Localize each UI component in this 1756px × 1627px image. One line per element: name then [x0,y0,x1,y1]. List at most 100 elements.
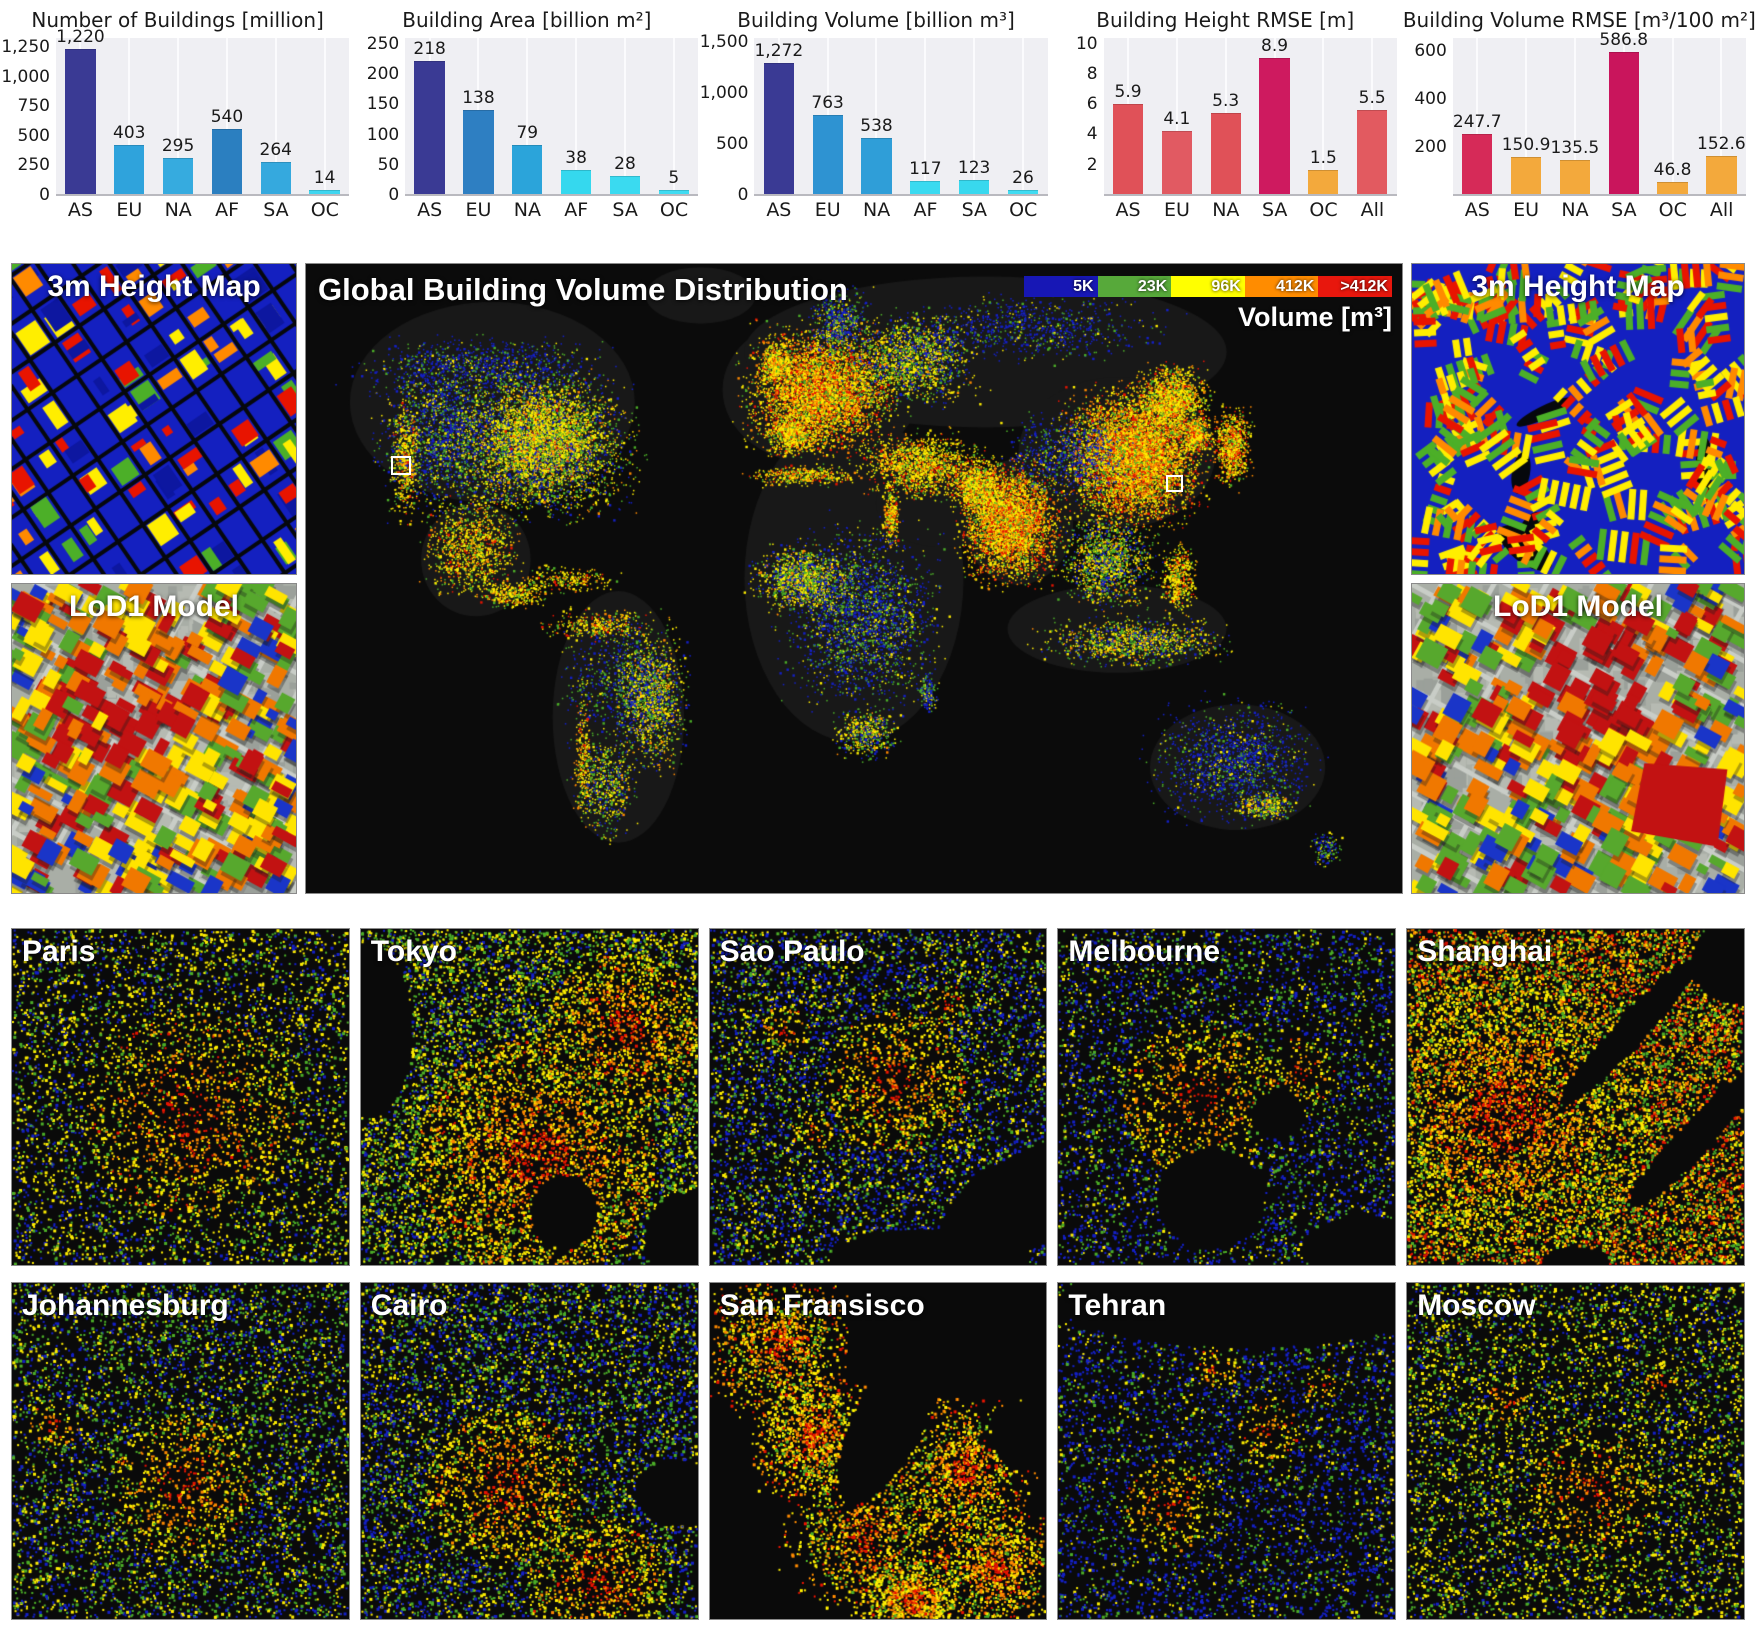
gridline [177,38,180,194]
x-axis: AS EU NA SA OC All [1104,196,1397,221]
x-tick-label: NA [164,199,192,221]
bar-AF [910,181,941,194]
gridline [875,38,878,194]
x-tick-label: NA [862,199,891,221]
height-map-canvas-left [12,264,296,574]
y-tick-label: 4 [1086,124,1098,145]
bar-EU [114,145,145,194]
bar-AS [1112,103,1144,194]
chart-title: Building Area [billion m²] [402,8,652,32]
y-axis: 200 400 600 [1403,38,1453,196]
x-axis: AS EU NA SA OC All [1453,196,1746,221]
bar-AF [560,170,592,194]
bar-SA [260,161,291,194]
stats-charts-row: Number of Buildings [million] 0 250 500 750… [0,0,1756,235]
y-tick-label: 200 [366,64,400,85]
x-tick-label: NA [1561,199,1589,221]
city-panel-shanghai: Shanghai [1406,928,1745,1266]
y-tick-label: 600 [1414,41,1447,61]
panel-label: 3m Height Map [1471,270,1685,303]
city-map-canvas [12,1283,349,1619]
bar-SA [959,180,990,194]
y-tick-label: 750 [17,96,50,117]
panel-label: LoD1 Model [69,589,239,623]
x-tick-label: EU [814,199,841,221]
chart-building-volume: Building Volume [billion m³] 0 500 1,000 1,… [700,6,1048,235]
volume-legend-caption: Volume [m³] [1238,302,1392,332]
bar-All [1357,109,1388,194]
city-map-canvas [1058,1283,1396,1619]
city-panel-san-fransisco: San Fransisco [708,1282,1048,1620]
y-tick-label: 500 [715,134,749,155]
height-map-canvas-right [1412,264,1744,574]
bar-value-label: 5 [668,167,680,188]
volume-legend: 5K 23K 96K 412K >412K Volume [m³] [1024,276,1392,333]
world-map-title: Global Building Volume Distribution [318,272,848,307]
bar-NA [512,145,543,194]
gridline [1671,38,1674,194]
x-tick-label: SA [1611,199,1637,221]
x-tick-label: AS [1464,199,1490,221]
bar-value-label: 46.8 [1653,159,1692,180]
lod1-model-panel-left: LoD1 Model [11,582,297,894]
y-tick-label: 500 [17,125,50,146]
y-tick-label: 8 [1086,63,1098,84]
bar-OC [1007,190,1039,194]
y-axis: 0 50 100 150 200 250 [355,34,405,205]
bar-value-label: 5.9 [1114,81,1142,102]
y-tick-label: 250 [366,33,400,54]
city-panel-tehran: Tehran [1057,1282,1397,1620]
y-tick-label: 150 [366,94,400,115]
bar-OC [309,190,340,194]
city-panel-tokyo: Tokyo [359,928,699,1266]
bar-value-label: 117 [909,159,942,180]
chart-building-area: Building Area [billion m²] 0 50 100 150 200 2… [355,6,699,235]
city-label: Cairo [370,1289,448,1322]
y-tick-label: 200 [1414,137,1447,157]
bar-EU [1510,156,1542,194]
chart-building-volume-rmse: Building Volume RMSE [m³/100 m²] 200 400 6… [1403,6,1756,235]
x-tick-label: OC [659,199,689,221]
bar-value-label: 1,220 [56,26,105,47]
city-map-canvas [709,929,1047,1265]
x-tick-label: AF [564,199,589,221]
y-axis: 0 500 1,000 1,500 [700,32,754,205]
city-panel-sao-paulo: Sao Paulo [708,928,1048,1266]
bar-value-label: 5.5 [1358,87,1386,108]
city-panel-johannesburg: Johannesburg [11,1282,350,1620]
bar-value-label: 79 [516,123,539,144]
right-panel-column: 3m Height Map LoD1 Model [1411,263,1745,894]
bar-value-label: 218 [413,39,446,60]
lod1-model-panel-right: LoD1 Model [1411,582,1745,894]
x-tick-label: SA [612,199,638,221]
chart-title: Number of Buildings [million] [31,8,324,32]
y-tick-label: 1,500 [699,32,749,53]
bar-value-label: 26 [1012,168,1034,188]
left-panel-column: 3m Height Map LoD1 Model [11,263,297,894]
bar-SA [1259,58,1290,194]
y-tick-label: 6 [1086,94,1098,115]
city-label: Tehran [1068,1289,1167,1322]
x-tick-label: AS [417,199,443,221]
y-axis: 2 4 6 8 10 [1054,34,1104,196]
bar-EU [1161,130,1192,194]
bar-SA [1608,52,1639,194]
legend-item-23K: 23K [1097,276,1172,297]
x-tick-label: EU [1513,199,1540,221]
city-label: Johannesburg [22,1289,229,1322]
plot-area: 5.9 4.1 5.3 8.9 1.5 5.5 [1103,36,1397,196]
plot-area: 218 138 79 38 28 5 [405,38,699,196]
bar-value-label: 28 [614,154,636,175]
gridline [1021,38,1024,194]
gridline [323,38,326,194]
bar-value-label: 138 [462,87,495,108]
bar-AS [65,48,96,194]
gridline [623,38,626,194]
lod1-model-canvas-right [1412,583,1744,893]
legend-item-5K: 5K [1024,276,1098,297]
bar-value-label: 38 [565,148,587,169]
city-map-canvas [709,1283,1047,1619]
map-inset-marker-1 [391,455,412,475]
x-tick-label: OC [1658,199,1687,221]
